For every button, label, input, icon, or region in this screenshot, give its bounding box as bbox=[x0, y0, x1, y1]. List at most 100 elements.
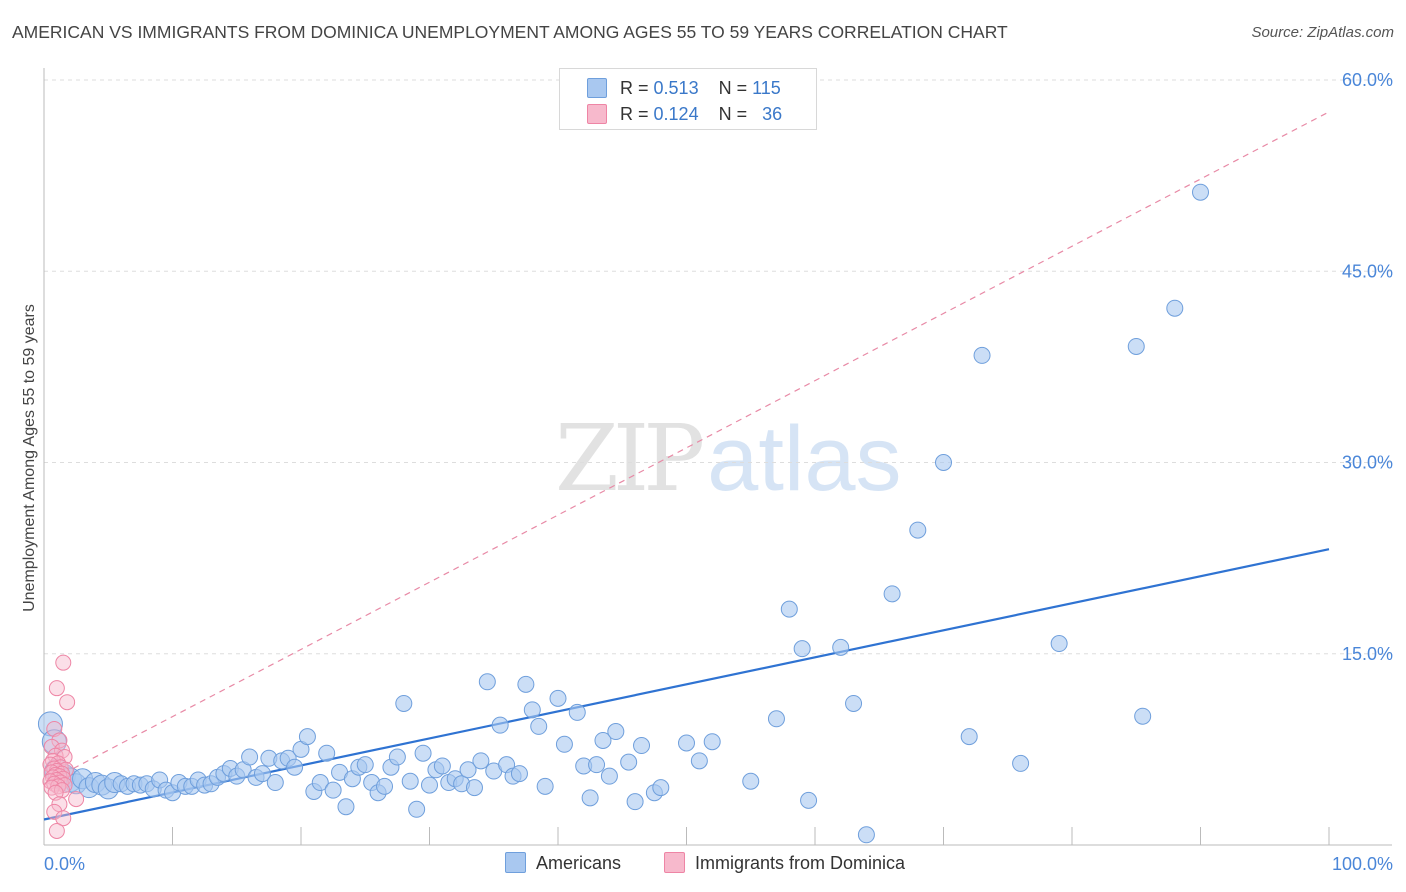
correlation-legend: R = 0.513 N = 115 R = 0.124 N = 36 bbox=[559, 68, 817, 130]
american-point bbox=[337, 798, 355, 816]
american-point bbox=[517, 675, 535, 693]
american-point bbox=[568, 703, 586, 721]
american-point bbox=[703, 733, 721, 751]
legend-label-dominica: Immigrants from Dominica bbox=[695, 853, 906, 873]
dominica-point bbox=[53, 782, 70, 799]
american-point bbox=[555, 735, 573, 753]
american-point bbox=[857, 826, 875, 844]
american-point bbox=[318, 744, 336, 762]
dominica-point bbox=[59, 694, 76, 711]
tick-labels-layer: 15.0% 30.0% 45.0% 60.0% 0.0% 100.0% bbox=[44, 70, 1393, 874]
legend-stats-americans: R = 0.513 N = 115 bbox=[620, 78, 781, 99]
american-point bbox=[472, 752, 490, 770]
american-point bbox=[581, 789, 599, 807]
american-point bbox=[421, 776, 438, 794]
american-point bbox=[767, 710, 785, 728]
grid-layer bbox=[44, 79, 1392, 655]
american-point bbox=[459, 761, 477, 779]
american-point bbox=[376, 777, 394, 795]
x-tick-label: 0.0% bbox=[44, 854, 85, 874]
dominica-point bbox=[48, 822, 65, 839]
american-point bbox=[1192, 183, 1209, 201]
american-point bbox=[1050, 635, 1068, 653]
watermark-atlas: atlas bbox=[707, 408, 902, 510]
r-label: R = bbox=[620, 104, 649, 124]
american-point bbox=[626, 793, 644, 811]
watermark-zip: ZIP bbox=[555, 405, 705, 512]
american-point bbox=[633, 737, 651, 755]
axis-layer bbox=[43, 68, 1392, 846]
n-label: N = bbox=[718, 78, 748, 98]
american-point bbox=[793, 640, 811, 658]
american-point bbox=[523, 701, 541, 719]
dominica-point bbox=[53, 742, 70, 759]
american-point bbox=[356, 756, 374, 774]
n-value: 36 bbox=[762, 104, 783, 124]
x-tick-label: 100.0% bbox=[1332, 854, 1393, 874]
american-point bbox=[620, 753, 638, 771]
american-point bbox=[510, 765, 528, 783]
american-point bbox=[311, 774, 329, 792]
source-label: Source: ZipAtlas.com bbox=[1251, 24, 1394, 41]
american-point bbox=[600, 767, 618, 785]
american-point bbox=[549, 689, 567, 707]
legend-swatch-dominica bbox=[587, 104, 607, 124]
legend-label-americans: Americans bbox=[536, 853, 622, 873]
american-point bbox=[395, 694, 413, 712]
y-tick-label: 15.0% bbox=[1342, 644, 1393, 664]
american-point bbox=[1127, 337, 1145, 355]
american-point bbox=[960, 728, 978, 746]
legend-item-americans[interactable]: Americans bbox=[505, 852, 621, 874]
dominica-point bbox=[55, 810, 72, 827]
american-point bbox=[241, 748, 259, 766]
american-point bbox=[286, 758, 304, 776]
american-point bbox=[478, 673, 496, 691]
american-point bbox=[832, 638, 850, 656]
legend-swatch-americans bbox=[505, 852, 526, 873]
american-point bbox=[266, 774, 284, 792]
american-point bbox=[594, 731, 612, 749]
legend-stats-dominica: R = 0.124 N = 36 bbox=[620, 104, 782, 125]
american-point bbox=[253, 765, 271, 783]
legend-row-dominica: R = 0.124 N = 36 bbox=[560, 102, 816, 126]
dominica-point bbox=[55, 654, 72, 671]
american-point bbox=[1134, 707, 1152, 725]
american-point bbox=[780, 600, 798, 618]
dominica-point bbox=[43, 738, 60, 755]
american-point bbox=[1166, 299, 1184, 317]
american-point bbox=[414, 744, 432, 762]
n-value: 115 bbox=[752, 78, 781, 98]
american-point bbox=[883, 585, 901, 603]
dominica-point bbox=[46, 803, 63, 820]
american-point bbox=[465, 779, 483, 797]
american-point bbox=[588, 756, 606, 774]
american-point bbox=[909, 521, 927, 539]
american-point bbox=[324, 781, 342, 799]
american-point bbox=[401, 772, 419, 790]
american-point bbox=[530, 717, 548, 735]
r-value: 0.124 bbox=[653, 104, 699, 124]
american-point bbox=[607, 723, 625, 741]
american-point bbox=[408, 800, 426, 818]
american-point bbox=[678, 734, 695, 752]
american-point bbox=[742, 772, 760, 790]
trendline-dominica bbox=[43, 111, 1330, 785]
legend-item-dominica[interactable]: Immigrants from Dominica bbox=[664, 852, 905, 874]
y-tick-label: 30.0% bbox=[1342, 453, 1393, 473]
legend-swatch-americans bbox=[587, 78, 607, 98]
r-label: R = bbox=[620, 78, 649, 98]
american-point bbox=[845, 694, 863, 712]
legend-row-americans: R = 0.513 N = 115 bbox=[560, 76, 816, 100]
dominica-point bbox=[68, 791, 85, 808]
american-point bbox=[536, 777, 554, 795]
american-point bbox=[298, 728, 316, 746]
american-point bbox=[973, 346, 991, 364]
american-point bbox=[800, 791, 818, 809]
dominica-point bbox=[48, 680, 65, 697]
american-point bbox=[690, 752, 708, 770]
american-point bbox=[1012, 754, 1030, 772]
american-point bbox=[433, 757, 451, 775]
r-value: 0.513 bbox=[653, 78, 699, 98]
n-label: N = bbox=[718, 104, 748, 124]
